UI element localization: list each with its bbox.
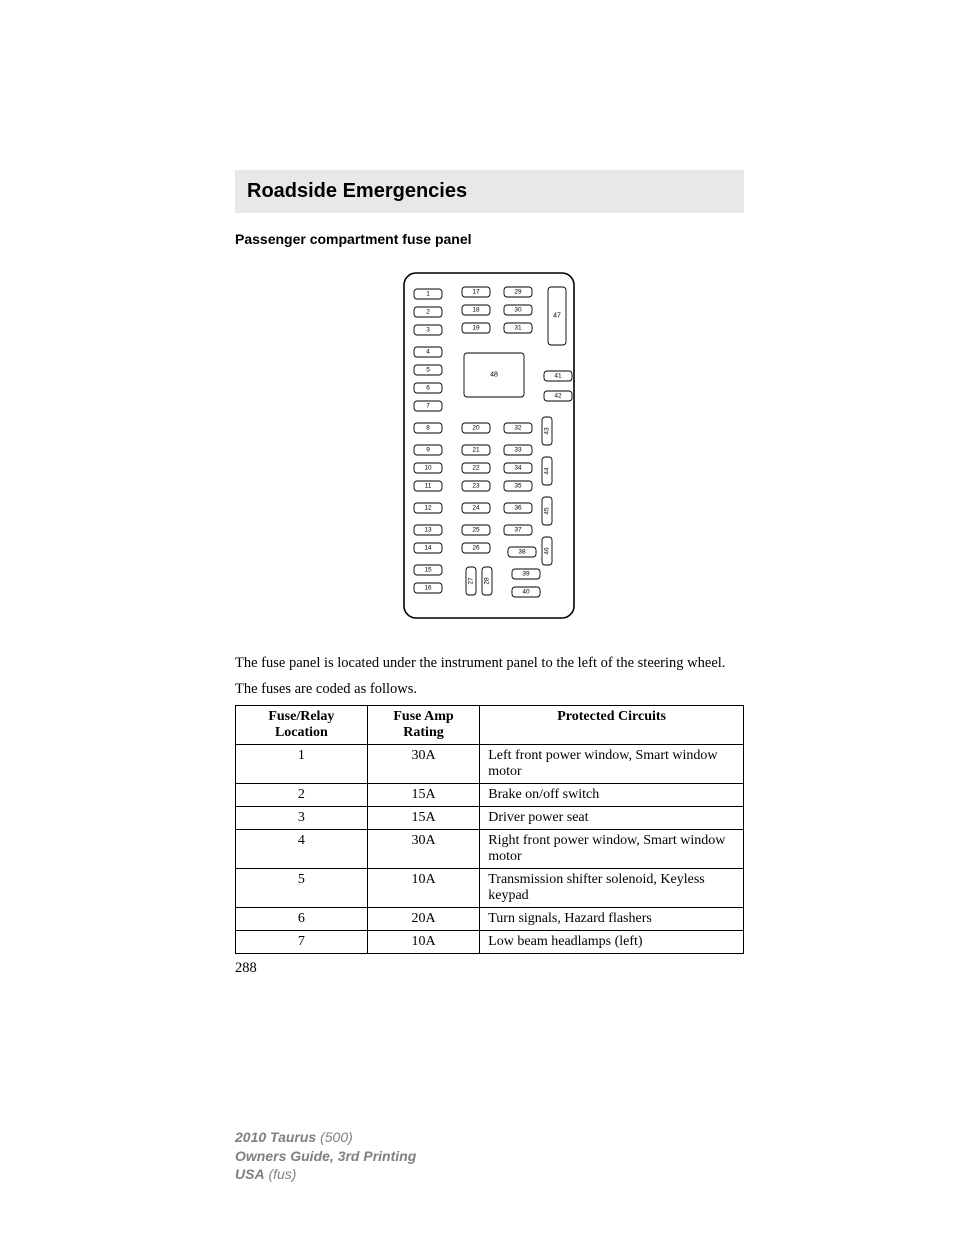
page-number: 288 [235, 960, 744, 977]
svg-text:16: 16 [424, 585, 432, 592]
subheading: Passenger compartment fuse panel [235, 231, 744, 247]
table-row: 620ATurn signals, Hazard flashers [236, 908, 744, 931]
footer-model: 2010 Taurus [235, 1129, 316, 1145]
table-row: 215ABrake on/off switch [236, 784, 744, 807]
cell-circuit: Right front power window, Smart window m… [480, 830, 744, 869]
svg-text:43: 43 [544, 427, 551, 435]
cell-amp: 15A [367, 807, 479, 830]
svg-text:12: 12 [424, 505, 432, 512]
section-header: Roadside Emergencies [235, 170, 744, 213]
cell-circuit: Brake on/off switch [480, 784, 744, 807]
th-circuits: Protected Circuits [480, 706, 744, 745]
svg-text:44: 44 [544, 467, 551, 475]
footer: 2010 Taurus (500) Owners Guide, 3rd Prin… [235, 1128, 416, 1183]
svg-text:2: 2 [426, 309, 430, 316]
body-para-1: The fuse panel is located under the inst… [235, 654, 744, 674]
svg-text:27: 27 [468, 577, 475, 585]
table-row: 510ATransmission shifter solenoid, Keyle… [236, 869, 744, 908]
svg-text:17: 17 [472, 289, 480, 296]
svg-text:26: 26 [472, 545, 480, 552]
svg-text:31: 31 [514, 325, 522, 332]
svg-text:48: 48 [490, 372, 498, 379]
svg-text:7: 7 [426, 403, 430, 410]
fuse-table: Fuse/Relay Location Fuse Amp Rating Prot… [235, 705, 744, 954]
svg-text:38: 38 [518, 549, 526, 556]
svg-text:20: 20 [472, 425, 480, 432]
svg-text:5: 5 [426, 367, 430, 374]
body-para-2: The fuses are coded as follows. [235, 680, 744, 700]
cell-circuit: Transmission shifter solenoid, Keyless k… [480, 869, 744, 908]
cell-location: 4 [236, 830, 368, 869]
svg-text:35: 35 [514, 483, 522, 490]
svg-text:41: 41 [554, 373, 562, 380]
cell-location: 2 [236, 784, 368, 807]
svg-text:13: 13 [424, 527, 432, 534]
fuse-panel-diagram: 1234567891011121314151617181920212223242… [235, 271, 744, 626]
table-row: 315ADriver power seat [236, 807, 744, 830]
svg-text:34: 34 [514, 465, 522, 472]
svg-text:24: 24 [472, 505, 480, 512]
svg-text:33: 33 [514, 447, 522, 454]
svg-text:19: 19 [472, 325, 480, 332]
footer-region: USA [235, 1166, 265, 1182]
svg-text:22: 22 [472, 465, 480, 472]
svg-text:15: 15 [424, 567, 432, 574]
svg-text:32: 32 [514, 425, 522, 432]
svg-text:18: 18 [472, 307, 480, 314]
cell-amp: 10A [367, 931, 479, 954]
svg-text:42: 42 [554, 393, 562, 400]
cell-amp: 15A [367, 784, 479, 807]
footer-region-code: (fus) [265, 1166, 297, 1182]
svg-text:25: 25 [472, 527, 480, 534]
table-row: 430ARight front power window, Smart wind… [236, 830, 744, 869]
section-title: Roadside Emergencies [247, 180, 732, 203]
svg-text:46: 46 [544, 547, 551, 555]
svg-text:30: 30 [514, 307, 522, 314]
svg-text:9: 9 [426, 447, 430, 454]
table-row: 130ALeft front power window, Smart windo… [236, 745, 744, 784]
svg-text:37: 37 [514, 527, 522, 534]
svg-text:40: 40 [522, 589, 530, 596]
svg-text:36: 36 [514, 505, 522, 512]
svg-text:14: 14 [424, 545, 432, 552]
svg-text:8: 8 [426, 425, 430, 432]
cell-amp: 30A [367, 745, 479, 784]
cell-location: 1 [236, 745, 368, 784]
fuse-panel-svg: 1234567891011121314151617181920212223242… [402, 271, 577, 621]
cell-circuit: Left front power window, Smart window mo… [480, 745, 744, 784]
svg-text:10: 10 [424, 465, 432, 472]
th-location: Fuse/Relay Location [236, 706, 368, 745]
cell-circuit: Low beam headlamps (left) [480, 931, 744, 954]
svg-text:1: 1 [426, 291, 430, 298]
svg-text:23: 23 [472, 483, 480, 490]
svg-text:29: 29 [514, 289, 522, 296]
cell-amp: 20A [367, 908, 479, 931]
svg-text:28: 28 [484, 577, 491, 585]
svg-text:47: 47 [553, 313, 561, 320]
cell-circuit: Turn signals, Hazard flashers [480, 908, 744, 931]
footer-guide: Owners Guide, 3rd Printing [235, 1147, 416, 1165]
cell-amp: 10A [367, 869, 479, 908]
svg-text:45: 45 [544, 507, 551, 515]
th-amp: Fuse Amp Rating [367, 706, 479, 745]
svg-text:3: 3 [426, 327, 430, 334]
svg-text:39: 39 [522, 571, 530, 578]
svg-text:21: 21 [472, 447, 480, 454]
cell-location: 3 [236, 807, 368, 830]
cell-location: 6 [236, 908, 368, 931]
svg-text:6: 6 [426, 385, 430, 392]
cell-location: 5 [236, 869, 368, 908]
cell-location: 7 [236, 931, 368, 954]
svg-text:4: 4 [426, 349, 430, 356]
table-row: 710ALow beam headlamps (left) [236, 931, 744, 954]
footer-model-code: (500) [316, 1129, 353, 1145]
cell-circuit: Driver power seat [480, 807, 744, 830]
cell-amp: 30A [367, 830, 479, 869]
svg-text:11: 11 [425, 483, 432, 490]
